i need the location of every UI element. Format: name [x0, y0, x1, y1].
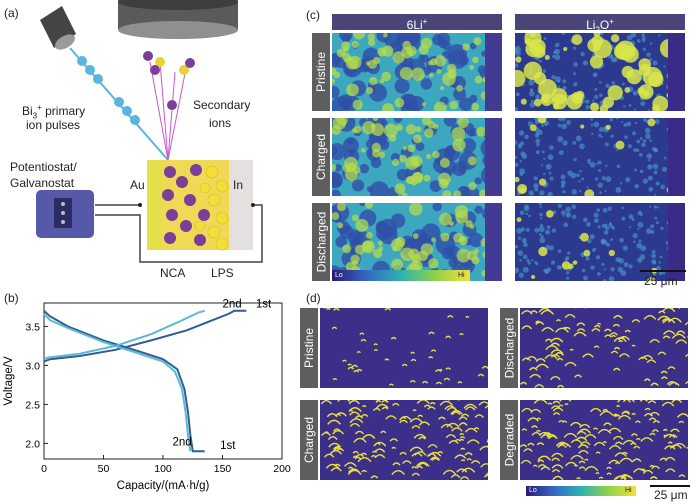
series-1st-discharge	[43, 310, 205, 453]
map-d-degraded	[520, 400, 688, 480]
map-d-pristine	[320, 308, 488, 388]
secondary-label-2: ions	[209, 116, 232, 130]
colorbar-d-hi: Hi	[625, 487, 632, 494]
in-label: In	[233, 178, 244, 192]
scale-label-d: 25 μm	[654, 488, 688, 502]
map-d-charged	[320, 400, 488, 480]
map-d-discharged	[520, 308, 688, 388]
annotation-1st: 1st	[220, 440, 236, 452]
bi-ion-label: Bi3+ primary	[22, 103, 86, 121]
x-tick-label: 50	[98, 463, 110, 475]
y-tick-label: 3.0	[25, 360, 40, 372]
panel-label-b: (b)	[4, 291, 19, 305]
colorbar-c-lo: Lo	[335, 272, 343, 279]
map-6li-pristine	[332, 33, 502, 111]
x-axis-label: Capacity/(mA·h/g)	[117, 480, 210, 492]
row-label-charged: Charged	[312, 118, 330, 196]
row-label-discharged-d: Discharged	[500, 308, 518, 388]
in-electrode	[229, 160, 253, 250]
nca-label: NCA	[160, 266, 186, 280]
y-tick-label: 2.5	[25, 399, 40, 411]
annotation-2nd: 2nd	[223, 299, 242, 311]
panel-label-d: (d)	[306, 291, 321, 305]
series-2nd-discharge	[43, 313, 192, 452]
voltage-capacity-chart: 0 50 100 150 200 2.0 2.5 3.0 3.5 Capacity/(mA·h/g…	[3, 299, 291, 492]
scale-bar-c	[640, 270, 686, 272]
analyzer-icon	[118, 0, 238, 39]
x-tick-label: 100	[154, 463, 172, 475]
series-1st-charge	[43, 309, 247, 363]
x-tick-label: 0	[41, 463, 47, 475]
ion-gun-icon	[40, 6, 76, 50]
map-li2o-discharged	[515, 203, 685, 281]
map-6li-charged	[332, 118, 502, 196]
panel-label-a: (a)	[4, 6, 19, 20]
col-header-6li: 6Li+	[332, 14, 502, 32]
row-label-charged-d: Charged	[300, 400, 318, 480]
bi-ion-label-2: ion pulses	[26, 118, 81, 132]
nca-particles	[162, 164, 210, 246]
colorbar-d	[526, 486, 636, 496]
map-li2o-charged	[515, 118, 685, 196]
secondary-ion-paths	[149, 61, 187, 161]
au-electrode	[147, 160, 161, 250]
row-label-pristine-d: Pristine	[300, 308, 318, 388]
tof-sims-schematic	[36, 0, 263, 263]
potentiostat-label-2: Galvanostat	[10, 176, 75, 190]
y-axis-label: Voltage/V	[3, 356, 15, 406]
colorbar-c	[332, 270, 470, 281]
lps-particles	[194, 165, 229, 251]
secondary-label: Secondary	[193, 98, 251, 112]
annotation-2nd: 2nd	[173, 437, 192, 449]
colorbar-c-hi: Hi	[458, 272, 465, 279]
y-tick-label: 3.5	[25, 321, 40, 333]
row-label-discharged: Discharged	[312, 203, 330, 281]
row-label-pristine: Pristine	[312, 33, 330, 111]
colorbar-d-lo: Lo	[529, 487, 537, 494]
series-2nd-charge	[43, 309, 205, 361]
scale-label-c: 25 μm	[644, 274, 678, 288]
col-header-li2o: Li2O+	[515, 14, 685, 34]
x-tick-label: 150	[214, 463, 232, 475]
lps-label: LPS	[211, 266, 234, 280]
potentiostat-label: Potentiostat/	[10, 160, 77, 174]
map-li2o-pristine	[515, 33, 685, 111]
annotation-1st: 1st	[256, 299, 272, 311]
scale-bar-d	[650, 485, 690, 487]
bi-ion-pulses	[77, 56, 140, 125]
secondary-ions	[143, 51, 195, 110]
y-tick-label: 2.0	[25, 438, 40, 450]
row-label-degraded-d: Degraded	[500, 400, 518, 480]
x-tick-label: 200	[273, 463, 291, 475]
plot-frame	[43, 302, 283, 460]
map-6li-discharged	[332, 203, 502, 281]
au-label: Au	[130, 178, 145, 192]
panel-label-c: (c)	[306, 8, 320, 22]
wire	[95, 204, 263, 263]
